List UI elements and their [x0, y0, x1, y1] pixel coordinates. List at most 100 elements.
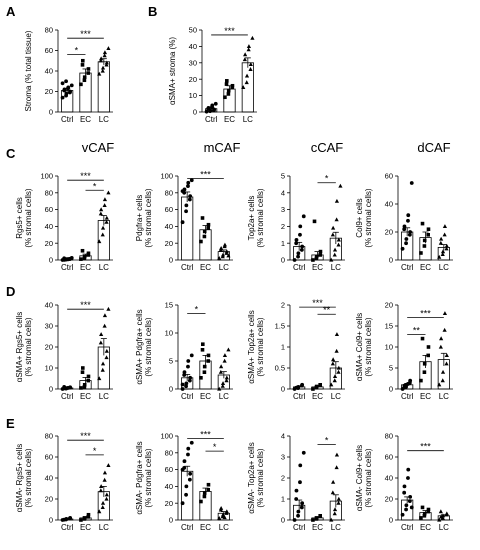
- data-point: [314, 384, 319, 389]
- data-point: [186, 359, 191, 363]
- significance-label: **: [413, 325, 421, 335]
- data-point: [182, 459, 187, 464]
- y-tick-label: 80: [165, 188, 173, 197]
- chart-a: A 0 20 40 60 80 Stroma (% total tissue) Ctrl EC L…: [6, 4, 113, 124]
- data-point: [104, 492, 109, 497]
- data-point: [202, 364, 207, 369]
- data-point: [199, 376, 203, 380]
- data-point: [184, 492, 188, 497]
- y-axis-label: αSMA+ Top2a+ cells(% stromal cells): [247, 310, 265, 383]
- significance-label: *: [195, 304, 199, 314]
- data-point: [246, 47, 251, 52]
- data-point: [82, 383, 87, 387]
- y-tick-label: 0: [49, 385, 53, 394]
- data-point: [206, 487, 210, 492]
- data-point: [97, 239, 102, 244]
- y-tick-label: 10: [189, 91, 197, 100]
- significance-label: ***: [420, 442, 431, 452]
- data-point: [226, 347, 231, 352]
- y-tick-label: 5: [169, 357, 173, 366]
- data-point: [332, 252, 337, 257]
- data-point: [222, 358, 227, 363]
- y-axis-label-line: (% stromal cells): [364, 448, 373, 507]
- data-point: [408, 495, 413, 499]
- data-point: [219, 505, 224, 510]
- data-point: [184, 381, 189, 386]
- data-point: [404, 507, 408, 512]
- data-point: [296, 254, 300, 259]
- chart-c2: 0 20 40 60 80 100 Pdgfra+ cells(% stromal cell…: [135, 170, 233, 272]
- y-axis-label: Pdgfra+ cells(% stromal cells): [135, 188, 153, 247]
- data-point: [420, 336, 425, 341]
- data-point: [334, 348, 339, 353]
- data-point: [444, 353, 449, 357]
- significance-label: ***: [80, 171, 91, 181]
- y-tick-label: 40: [45, 474, 53, 483]
- data-point: [99, 56, 104, 61]
- data-point: [332, 378, 337, 383]
- y-tick-label: 1: [281, 495, 285, 504]
- data-point: [188, 375, 193, 380]
- data-point: [422, 370, 427, 374]
- bar-lc: [97, 220, 110, 261]
- data-point: [199, 499, 203, 504]
- data-point: [402, 484, 407, 489]
- data-point: [334, 217, 339, 222]
- data-point: [82, 254, 87, 259]
- data-point: [422, 362, 427, 366]
- data-point: [400, 246, 405, 251]
- data-point: [294, 241, 299, 246]
- panel-letter-b: B: [148, 4, 157, 19]
- chart-d2: 0 5 10 15 αSMA+ Pdgfra+ cells(% stromal cell…: [135, 301, 233, 401]
- y-tick-label: 60: [165, 205, 173, 214]
- y-axis-label-line: αSMA- Pdgfra+ cells: [135, 441, 144, 514]
- data-point: [64, 79, 68, 84]
- data-point: [66, 386, 70, 390]
- data-point: [99, 484, 104, 488]
- data-point: [244, 80, 249, 85]
- category-label-ctrl: Ctrl: [293, 392, 306, 401]
- data-point: [180, 387, 185, 391]
- y-tick-label: 1: [281, 239, 285, 248]
- data-point: [294, 385, 299, 390]
- data-point: [97, 509, 102, 514]
- data-point: [199, 239, 203, 244]
- y-tick-label: 80: [165, 448, 173, 457]
- significance-label: *: [93, 446, 97, 456]
- significance-label: ***: [312, 298, 323, 308]
- y-tick-label: 15: [165, 301, 173, 310]
- column-title-ccaf: cCAF: [311, 140, 344, 155]
- data-point: [444, 511, 449, 516]
- data-point: [104, 215, 109, 220]
- data-point: [422, 244, 427, 248]
- y-tick-label: 40: [165, 222, 173, 231]
- y-tick-label: 50: [189, 26, 197, 35]
- category-label-ctrl: Ctrl: [181, 392, 194, 401]
- y-tick-label: 20: [45, 343, 53, 352]
- data-point: [104, 62, 109, 67]
- y-tick-label: 0.5: [275, 364, 285, 373]
- data-point: [210, 103, 215, 108]
- data-point: [298, 480, 302, 485]
- data-point: [242, 57, 247, 62]
- chart-c3: 0 1 2 3 4 5 Top2a+ cells(% stromal cells) Ctrl E…: [247, 172, 345, 272]
- data-point: [402, 383, 407, 388]
- data-point: [409, 505, 414, 510]
- data-point: [426, 345, 431, 349]
- data-point: [187, 477, 192, 482]
- category-label-ctrl: Ctrl: [293, 523, 306, 532]
- chart-b: B 0 10 20 30 40 50 αSMA+ stroma (%) Ctrl EC LC ***: [148, 4, 257, 124]
- data-point: [98, 340, 103, 345]
- data-point: [318, 514, 322, 518]
- significance-label: *: [213, 442, 217, 452]
- data-point: [212, 107, 217, 112]
- data-point: [206, 353, 211, 358]
- y-tick-label: 30: [45, 322, 53, 331]
- y-tick-label: 40: [165, 482, 173, 491]
- data-point: [444, 243, 449, 248]
- data-point: [106, 306, 111, 311]
- significance-label: ***: [80, 29, 91, 39]
- data-point: [336, 369, 341, 374]
- data-point: [426, 233, 430, 237]
- data-point: [202, 494, 207, 499]
